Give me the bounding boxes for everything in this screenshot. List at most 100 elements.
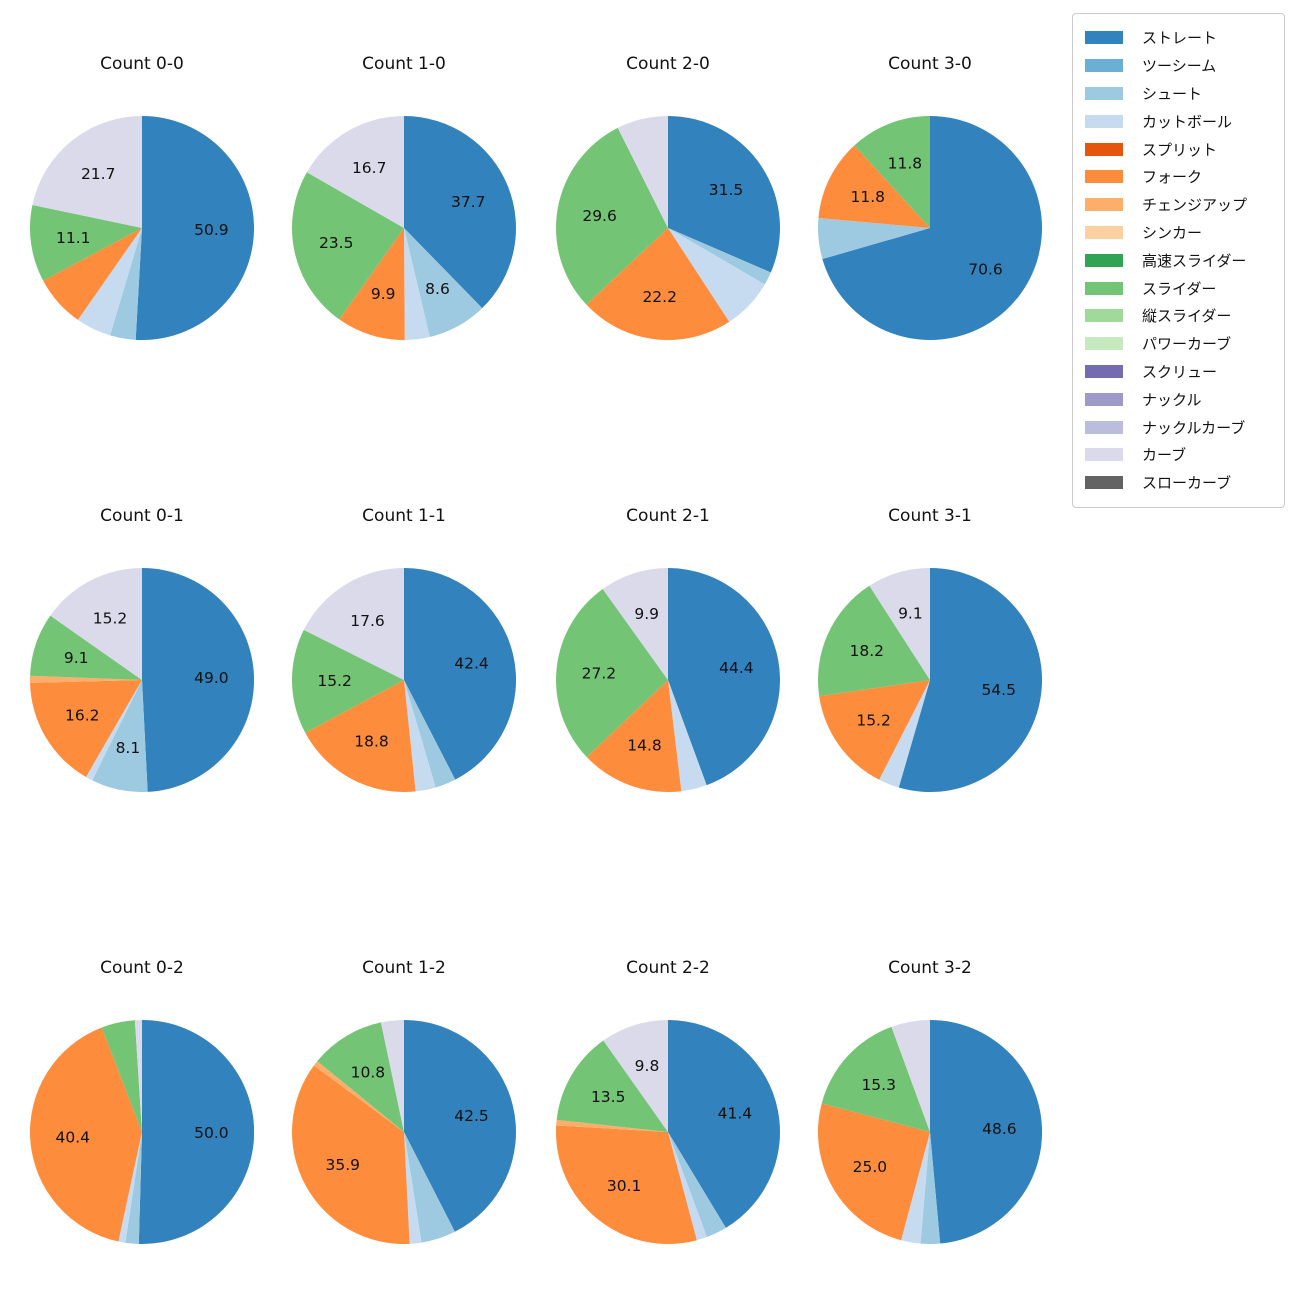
legend-item-label: ナックルカーブ [1142, 418, 1246, 437]
pie-slice-ストレート [822, 116, 1042, 340]
legend-item: シンカー [1085, 219, 1276, 247]
pie-slice-label: 11.8 [851, 188, 886, 206]
chart-cell-count-3-1: Count 3-1 54.5 15.2 18.2 9.1 [799, 504, 1061, 792]
pie-slice-シュート [92, 680, 148, 792]
pie-slice-スライダー [818, 585, 930, 697]
pie-slice-label: 42.4 [454, 655, 489, 673]
pie-slice-フォーク [819, 680, 930, 780]
pie-slice-ストレート [404, 1020, 516, 1232]
pie-slice-スライダー [556, 1040, 668, 1132]
pie-slice-label: 54.5 [981, 681, 1016, 699]
pie-slice-スライダー [30, 204, 142, 281]
pie-chart-count-3-2: 48.6 25.0 15.3 [818, 1020, 1042, 1244]
pie-slice-label: 11.1 [56, 229, 91, 247]
pie-chart-count-2-2: 41.4 30.1 13.5 9.8 [556, 1020, 780, 1244]
pie-slice-label: 29.6 [582, 207, 617, 225]
pie-slice-フォーク [818, 1103, 930, 1241]
pie-slice-label: 15.3 [861, 1076, 896, 1094]
pie-slice-スライダー [292, 629, 404, 733]
pie-slice-カーブ [869, 568, 930, 680]
pie-slice-ストレート [898, 568, 1042, 792]
pie-slice-カットボール [86, 680, 142, 781]
pie-slice-ストレート [138, 1020, 254, 1244]
legend-swatch-icon [1085, 476, 1123, 490]
pie-slice-label: 41.4 [718, 1104, 753, 1122]
pie-slice-label: 44.4 [719, 659, 754, 677]
chart-cell-count-1-0: Count 1-0 37.7 8.6 9.9 23.5 16.7 [273, 52, 535, 340]
legend-item: チェンジアップ [1085, 191, 1276, 219]
pie-slice-チェンジアップ [313, 1061, 404, 1132]
legend-swatch-icon [1085, 281, 1123, 295]
pie-slice-label: 9.9 [371, 285, 396, 303]
legend-item: スプリット [1085, 135, 1276, 163]
pie-slice-フォーク [30, 680, 142, 777]
pie-slice-label: 16.7 [352, 159, 387, 177]
pie-slice-スライダー [101, 1020, 142, 1132]
pie-slice-label: 18.2 [850, 642, 885, 660]
pie-slice-label: 50.9 [194, 221, 229, 239]
legend-swatch-icon [1085, 59, 1123, 73]
pie-slice-label: 9.1 [64, 649, 89, 667]
pie-slice-カットボール [879, 680, 930, 788]
chart-title: Count 1-1 [362, 506, 446, 526]
pie-slice-label: 15.2 [317, 672, 352, 690]
legend-item: ナックル [1085, 385, 1276, 413]
pie-slice-カーブ [306, 116, 404, 228]
pie-slice-カットボール [668, 228, 765, 322]
pie-slice-label: 49.0 [194, 669, 229, 687]
pie-slice-カットボール [404, 228, 430, 340]
pie-slice-シュート [668, 1132, 726, 1238]
legend-item: カットボール [1085, 107, 1276, 135]
legend-item-label: スローカーブ [1142, 474, 1232, 493]
pie-slice-label: 40.4 [56, 1128, 91, 1146]
pie-chart-count-3-0: 70.6 11.811.8 [818, 116, 1042, 340]
legend-item-label: スプリット [1142, 140, 1218, 159]
legend: ストレートツーシームシュートカットボール スプリットフォークチェンジアップ シンカー… [1072, 13, 1285, 508]
pie-chart-count-3-1: 54.5 15.2 18.2 9.1 [818, 568, 1042, 792]
pie-slice-スライダー [292, 172, 404, 320]
legend-item: スクリュー [1085, 358, 1276, 386]
chart-cell-count-2-1: Count 2-1 44.4 14.8 27.2 9.9 [537, 504, 799, 792]
pie-slice-label: 9.1 [898, 604, 923, 622]
pie-slice-カーブ [617, 116, 668, 228]
pie-slice-シュート [668, 228, 771, 285]
pie-slice-シュート [818, 218, 930, 260]
pie-slice-カーブ [891, 1020, 930, 1132]
pie-chart-count-1-0: 37.7 8.6 9.9 23.5 16.7 [292, 116, 516, 340]
pie-slice-カットボール [404, 1132, 422, 1244]
pie-chart-count-0-2: 50.0 40.4 [30, 1020, 254, 1244]
pie-slice-シュート [125, 1132, 142, 1244]
legend-swatch-icon [1085, 170, 1123, 184]
legend-item: ツーシーム [1085, 52, 1276, 80]
pie-slice-フォーク [43, 228, 142, 320]
pie-chart-count-2-1: 44.4 14.8 27.2 9.9 [556, 568, 780, 792]
pie-slice-label: 9.9 [634, 605, 659, 623]
legend-item: シュート [1085, 80, 1276, 108]
legend-item-label: カットボール [1142, 112, 1233, 131]
pie-slice-label: 37.7 [451, 193, 486, 211]
pie-slice-label: 15.2 [856, 712, 891, 730]
legend-item: スライダー [1085, 274, 1276, 302]
pie-slice-フォーク [292, 1065, 410, 1244]
pie-slice-フォーク [818, 145, 930, 228]
legend-item: ストレート [1085, 24, 1276, 52]
chart-title: Count 3-0 [888, 54, 972, 74]
pie-slice-シュート [404, 1132, 455, 1243]
pie-slice-フォーク [339, 228, 405, 340]
chart-title: Count 0-1 [100, 506, 184, 526]
pie-slice-label: 23.5 [319, 234, 354, 252]
chart-title: Count 2-1 [626, 506, 710, 526]
pie-slice-ストレート [668, 1020, 780, 1228]
pie-slice-label: 27.2 [582, 665, 617, 683]
pie-slice-ストレート [668, 568, 780, 786]
legend-item-label: ツーシーム [1142, 57, 1217, 76]
pie-chart-count-2-0: 31.5 22.2 29.6 [556, 116, 780, 340]
pie-slice-ストレート [930, 1020, 1042, 1244]
pie-slice-label: 25.0 [853, 1158, 888, 1176]
pie-slice-label: 21.7 [81, 165, 116, 183]
legend-swatch-icon [1085, 86, 1123, 100]
pie-slice-チェンジアップ [556, 1119, 668, 1132]
legend-item-label: フォーク [1142, 168, 1203, 187]
pie-slice-スライダー [821, 1026, 930, 1132]
chart-cell-count-0-1: Count 0-1 49.0 8.1 16.2 9.1 15.2 [11, 504, 273, 792]
